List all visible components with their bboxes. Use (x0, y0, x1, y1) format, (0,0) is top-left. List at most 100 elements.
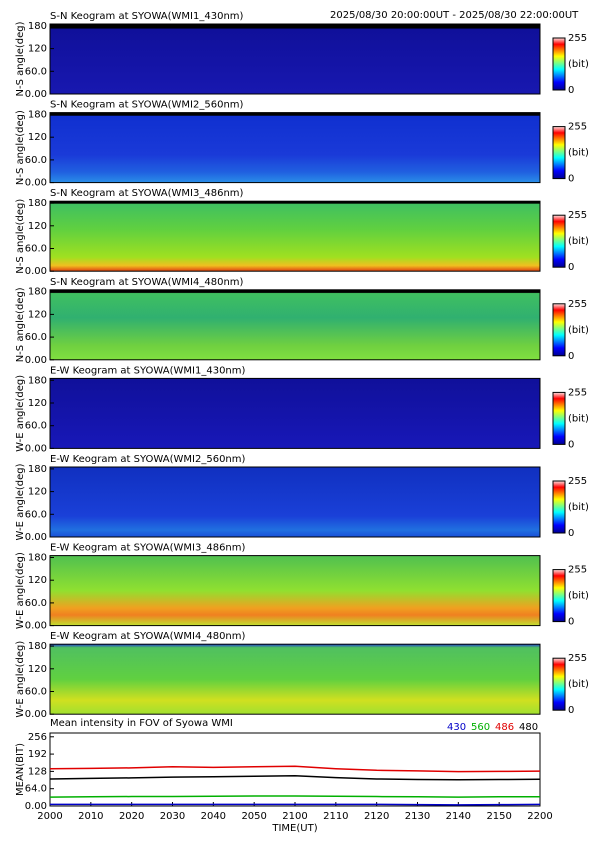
series-line (50, 803, 541, 806)
x-tick-label: 2050 (241, 811, 266, 822)
colorbar-unit: (bit) (568, 148, 589, 159)
y-tick-label: 256 (28, 732, 47, 743)
y-tick-label: 60.0 (25, 686, 47, 697)
x-tick-label: 2100 (282, 811, 307, 822)
plot-frame (49, 732, 541, 807)
y-tick-label: 0.00 (25, 801, 47, 812)
x-tick-label: 2110 (323, 811, 348, 822)
chart-title: Mean intensity in FOV of Syowa WMI (50, 718, 233, 729)
y-tick-label: 60.0 (25, 155, 47, 166)
y-tick-label: 180 (28, 552, 47, 563)
y-tick-label: 180 (28, 641, 47, 652)
colorbar (552, 657, 566, 711)
y-tick-label: 60.0 (25, 509, 47, 520)
colorbar-max: 255 (568, 122, 587, 133)
panel-title: S-N Keogram at SYOWA(WMI2_560nm) (50, 100, 244, 111)
keogram-image (49, 289, 541, 361)
y-tick-label: 0.00 (25, 178, 47, 189)
legend-entry: 486 (495, 722, 514, 733)
panel-title: E-W Keogram at SYOWA(WMI2_560nm) (50, 454, 246, 465)
y-tick-label: 120 (28, 575, 47, 586)
colorbar (552, 37, 566, 91)
legend-entry: 430 (447, 722, 466, 733)
y-tick-label: 0.00 (25, 266, 47, 277)
keogram-image (49, 112, 541, 184)
colorbar-min: 0 (568, 351, 574, 362)
panel-title: S-N Keogram at SYOWA(WMI4_480nm) (50, 277, 244, 288)
x-tick-label: 2040 (201, 811, 226, 822)
y-tick-label: 120 (28, 487, 47, 498)
y-tick-label: 180 (28, 287, 47, 298)
x-tick-label: 2020 (119, 811, 144, 822)
series-line (49, 774, 541, 781)
x-axis-label: TIME(UT) (271, 823, 317, 834)
colorbar-unit: (bit) (568, 236, 589, 247)
y-tick-label: 128 (28, 766, 47, 777)
colorbar-max: 255 (568, 210, 587, 221)
y-tick-label: 60.0 (25, 421, 47, 432)
panel-title: S-N Keogram at SYOWA(WMI1_430nm) (50, 11, 244, 22)
y-axis-label: W-E angle(deg) (15, 463, 26, 540)
keogram-image (49, 377, 541, 449)
y-tick-label: 120 (28, 132, 47, 143)
colorbar (552, 480, 566, 534)
y-tick-label: 192 (28, 749, 47, 760)
colorbar-min: 0 (568, 439, 574, 450)
keogram-image (49, 466, 541, 538)
panel-title: E-W Keogram at SYOWA(WMI4_480nm) (50, 631, 246, 642)
y-tick-label: 120 (28, 664, 47, 675)
y-axis-label: N-S angle(deg) (15, 110, 26, 185)
y-tick-label: 180 (28, 375, 47, 386)
colorbar-max: 255 (568, 33, 587, 44)
y-axis-label: N-S angle(deg) (15, 287, 26, 362)
colorbar (552, 303, 566, 357)
y-axis-label: W-E angle(deg) (15, 375, 26, 452)
x-tick-label: 2030 (160, 811, 185, 822)
legend-entry: 480 (519, 722, 538, 733)
keogram-image (49, 23, 541, 95)
colorbar (552, 391, 566, 445)
colorbar-unit: (bit) (568, 591, 589, 602)
colorbar-max: 255 (568, 653, 587, 664)
colorbar-unit: (bit) (568, 679, 589, 690)
colorbar (552, 569, 566, 623)
x-tick-label: 2000 (37, 811, 62, 822)
colorbar-min: 0 (568, 262, 574, 273)
y-tick-label: 120 (28, 309, 47, 320)
colorbar-max: 255 (568, 476, 587, 487)
series-line (49, 795, 540, 798)
colorbar-min: 0 (568, 528, 574, 539)
y-axis-label: W-E angle(deg) (15, 552, 26, 629)
x-tick-label: 2200 (527, 811, 552, 822)
y-tick-label: 120 (28, 221, 47, 232)
y-tick-label: 120 (28, 398, 47, 409)
time-range: 2025/08/30 20:00:00UT - 2025/08/30 22:00… (330, 10, 579, 21)
keogram-image (49, 643, 541, 715)
colorbar-min: 0 (568, 85, 574, 96)
colorbar-max: 255 (568, 387, 587, 398)
y-tick-label: 60.0 (25, 66, 47, 77)
y-axis-label: N-S angle(deg) (15, 21, 26, 96)
y-tick-label: 64.0 (25, 784, 47, 795)
colorbar-unit: (bit) (568, 502, 589, 513)
keogram-image (49, 200, 541, 272)
colorbar-max: 255 (568, 299, 587, 310)
x-tick-label: 2150 (486, 811, 511, 822)
panel-title: S-N Keogram at SYOWA(WMI3_486nm) (50, 188, 244, 199)
y-tick-label: 0.00 (25, 443, 47, 454)
colorbar (552, 214, 566, 268)
colorbar-unit: (bit) (568, 413, 589, 424)
x-tick-label: 2130 (405, 811, 430, 822)
colorbar (552, 126, 566, 180)
keogram-image (49, 555, 541, 627)
colorbar-unit: (bit) (568, 59, 589, 70)
panel-title: E-W Keogram at SYOWA(WMI3_486nm) (50, 543, 246, 554)
y-axis-label: N-S angle(deg) (15, 199, 26, 274)
y-tick-label: 180 (28, 198, 47, 209)
x-tick-label: 2120 (364, 811, 389, 822)
panel-title: E-W Keogram at SYOWA(WMI1_430nm) (50, 365, 246, 376)
y-axis-label: MEAN(BIT) (15, 743, 26, 796)
colorbar-min: 0 (568, 705, 574, 716)
colorbar-unit: (bit) (568, 325, 589, 336)
colorbar-min: 0 (568, 617, 574, 628)
